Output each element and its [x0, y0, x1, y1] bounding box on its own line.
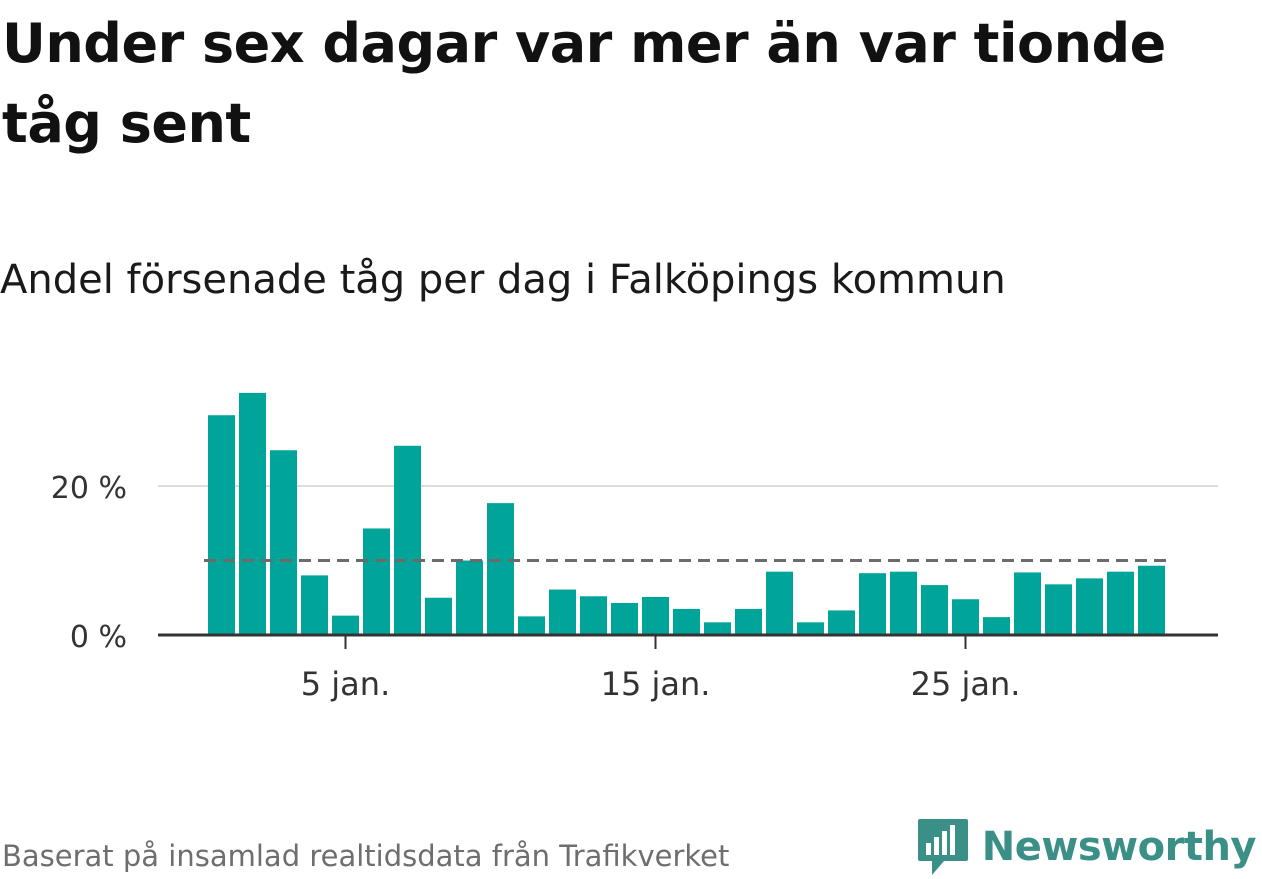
bar: [270, 450, 297, 635]
bar: [859, 573, 886, 635]
bar: [1138, 565, 1165, 635]
brand-logo: Newsworthy: [917, 816, 1257, 878]
bar: [301, 575, 328, 635]
bar: [1076, 578, 1103, 635]
bar: [704, 622, 731, 635]
bar: [797, 622, 824, 635]
chart-subtitle: Andel försenade tåg per dag i Falköpings…: [0, 257, 1006, 303]
bar: [549, 589, 576, 635]
newsworthy-logo-icon: [917, 819, 968, 875]
x-tick-label: 5 jan.: [301, 665, 390, 703]
bar: [611, 602, 638, 635]
bar-chart: 0 % 20 % 5 jan. 15 jan. 25 jan.: [51, 392, 1218, 703]
bar: [239, 392, 266, 635]
chart-title: Under sex dagar var mer än var tionde tå…: [2, 12, 1166, 155]
bar: [1107, 571, 1134, 635]
source-note: Baserat på insamlad realtidsdata från Tr…: [2, 839, 730, 873]
bar: [518, 616, 545, 635]
bar: [828, 610, 855, 635]
chart-area: 0 % 20 % 5 jan. 15 jan. 25 jan.: [0, 370, 1262, 730]
bar: [1014, 572, 1041, 635]
bar: [642, 597, 669, 635]
bar: [673, 608, 700, 635]
bar: [456, 560, 483, 635]
y-tick-labels: 0 % 20 %: [51, 471, 127, 655]
bar: [766, 571, 793, 635]
bar: [890, 571, 917, 635]
bar: [487, 503, 514, 635]
x-tick-label: 25 jan.: [911, 665, 1021, 703]
y-tick-label: 0 %: [70, 620, 127, 655]
bar: [735, 608, 762, 635]
bar: [580, 596, 607, 635]
x-tick-labels: 5 jan. 15 jan. 25 jan.: [301, 665, 1021, 703]
bars: [208, 392, 1165, 635]
bar: [208, 415, 235, 635]
brand-name: Newsworthy: [981, 824, 1257, 870]
x-tick-label: 15 jan.: [601, 665, 711, 703]
bar: [394, 445, 421, 635]
bar: [921, 585, 948, 635]
bar: [952, 599, 979, 635]
y-tick-label: 20 %: [51, 471, 127, 506]
x-axis: [158, 633, 1218, 649]
bar: [983, 617, 1010, 635]
bar: [425, 597, 452, 635]
bar: [332, 615, 359, 635]
bar: [1045, 584, 1072, 635]
bar: [363, 528, 390, 635]
